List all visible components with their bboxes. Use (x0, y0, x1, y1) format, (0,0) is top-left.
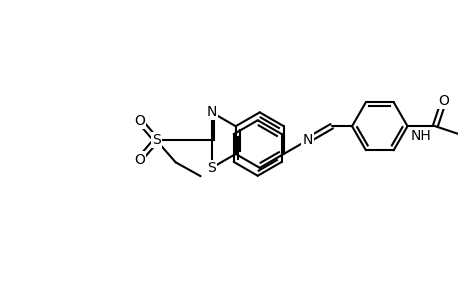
Text: O: O (437, 94, 448, 108)
Text: N: N (302, 133, 312, 147)
Text: O: O (134, 152, 145, 167)
Text: N: N (206, 105, 216, 119)
Text: S: S (151, 133, 160, 147)
Text: S: S (207, 161, 216, 175)
Text: NH: NH (410, 129, 431, 143)
Text: O: O (134, 114, 145, 128)
